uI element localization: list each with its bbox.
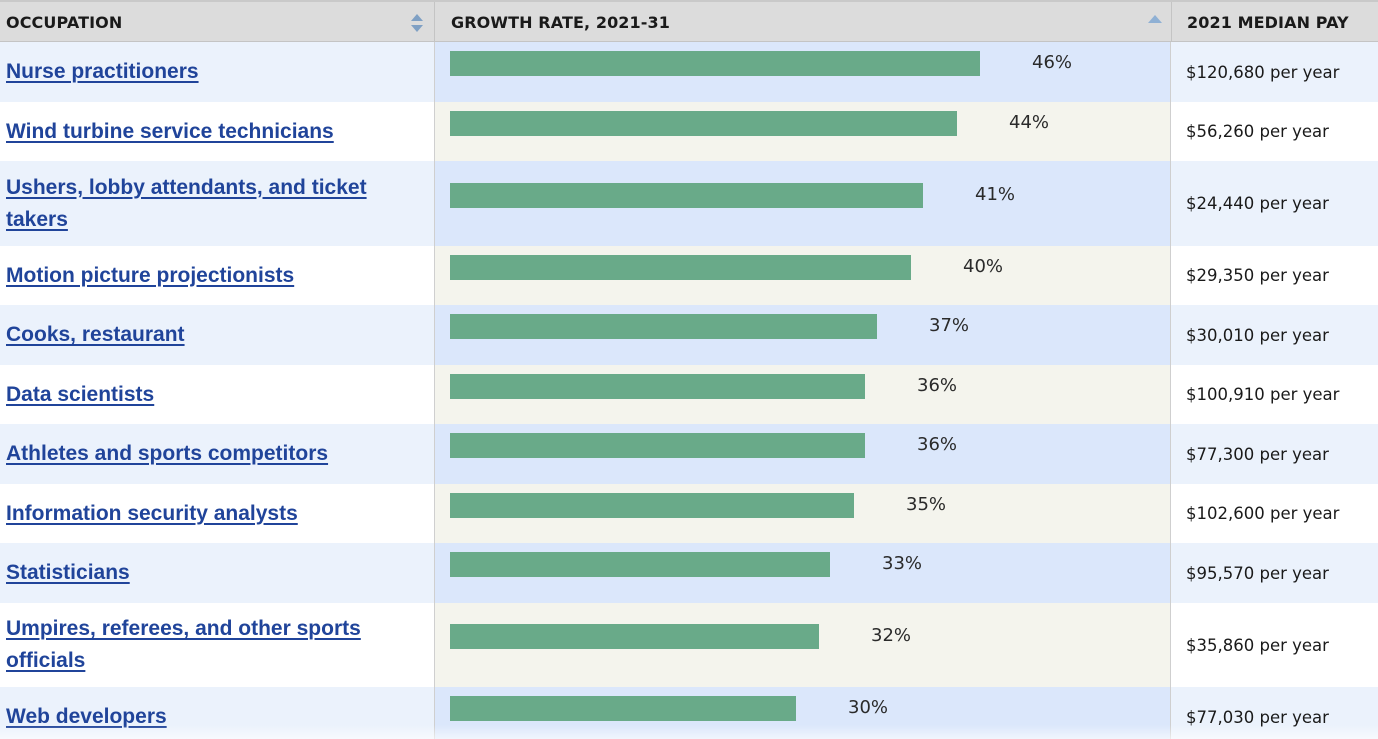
table-row: Statisticians 33% $95,570 per year — [0, 543, 1378, 603]
median-pay-cell: $77,030 per year — [1171, 687, 1378, 739]
median-pay-cell: $30,010 per year — [1171, 305, 1378, 365]
growth-rate-label: 36% — [917, 434, 958, 455]
growth-rate-label: 44% — [1009, 112, 1050, 133]
table-row: Athletes and sports competitors 36% $77,30… — [0, 424, 1378, 484]
occupation-cell: Umpires, referees, and other sports offi… — [0, 603, 434, 687]
growth-rate-label: 37% — [929, 315, 970, 336]
growth-bar — [450, 624, 819, 649]
column-header-growth-rate[interactable]: GROWTH RATE, 2021-31 — [434, 2, 1171, 42]
growth-bar — [450, 314, 877, 339]
growth-rate-label: 36% — [917, 375, 958, 396]
median-pay-cell: $120,680 per year — [1171, 42, 1378, 102]
median-pay-value: $77,300 per year — [1186, 444, 1329, 464]
median-pay-cell: $29,350 per year — [1171, 246, 1378, 305]
occupation-link[interactable]: Cooks, restaurant — [6, 323, 185, 346]
table-row: Nurse practitioners 46% $120,680 per year — [0, 42, 1378, 102]
growth-bar — [450, 51, 980, 76]
growth-rate-cell: 32% — [434, 603, 1171, 687]
table-row: Wind turbine service technicians 44% $56,2… — [0, 102, 1378, 161]
growth-rate-cell: 36% — [434, 365, 1171, 424]
occupation-link[interactable]: Web developers — [6, 705, 167, 728]
occupation-cell: Wind turbine service technicians — [0, 102, 434, 161]
growth-rate-cell: 41% — [434, 161, 1171, 246]
growth-bar — [450, 696, 796, 721]
growth-rate-cell: 40% — [434, 246, 1171, 305]
occupation-cell: Ushers, lobby attendants, and ticket tak… — [0, 161, 434, 246]
table-row: Umpires, referees, and other sports offi… — [0, 603, 1378, 687]
column-header-growth-rate-label: GROWTH RATE, 2021-31 — [451, 12, 670, 32]
occupation-cell: Web developers — [0, 687, 434, 739]
median-pay-cell: $95,570 per year — [1171, 543, 1378, 603]
median-pay-value: $35,860 per year — [1186, 635, 1329, 655]
growth-rate-cell: 36% — [434, 424, 1171, 484]
growth-bar — [450, 111, 957, 136]
growth-rate-label: 32% — [871, 625, 912, 646]
growth-rate-cell: 35% — [434, 484, 1171, 543]
median-pay-value: $102,600 per year — [1186, 504, 1340, 523]
median-pay-value: $120,680 per year — [1186, 62, 1340, 82]
median-pay-value: $29,350 per year — [1186, 266, 1329, 285]
growth-rate-label: 35% — [906, 494, 947, 515]
occupation-link[interactable]: Statisticians — [6, 561, 130, 584]
occupation-link[interactable]: Motion picture projectionists — [6, 263, 295, 287]
occupation-cell: Motion picture projectionists — [0, 246, 434, 305]
median-pay-cell: $77,300 per year — [1171, 424, 1378, 484]
growth-rate-cell: 33% — [434, 543, 1171, 603]
table-row: Information security analysts 35% $102,600… — [0, 484, 1378, 543]
occupation-cell: Cooks, restaurant — [0, 305, 434, 365]
growth-rate-cell: 37% — [434, 305, 1171, 365]
table-header: OCCUPATION GROWTH RATE, 2021-31 2021 MED… — [0, 0, 1378, 42]
growth-bar — [450, 183, 923, 208]
growth-bar — [450, 433, 865, 458]
growth-bar — [450, 552, 830, 577]
growth-rate-label: 46% — [1032, 52, 1073, 73]
growth-rate-label: 33% — [882, 553, 923, 574]
growth-bar — [450, 255, 911, 280]
growth-rate-cell: 30% — [434, 687, 1171, 739]
table-row: Web developers 30% $77,030 per year — [0, 687, 1378, 739]
occupation-link[interactable]: Information security analysts — [6, 501, 298, 525]
occupation-link[interactable]: Umpires, referees, and other sports offi… — [6, 617, 361, 672]
growth-rate-label: 41% — [975, 184, 1016, 205]
column-header-median-pay-label: 2021 MEDIAN PAY — [1187, 12, 1349, 32]
median-pay-value: $24,440 per year — [1186, 194, 1329, 213]
median-pay-value: $56,260 per year — [1186, 122, 1329, 141]
median-pay-cell: $35,860 per year — [1171, 603, 1378, 687]
occupation-cell: Nurse practitioners — [0, 42, 434, 102]
occupation-link[interactable]: Wind turbine service technicians — [6, 119, 334, 143]
median-pay-value: $100,910 per year — [1186, 385, 1340, 404]
median-pay-cell: $102,600 per year — [1171, 484, 1378, 543]
growth-bar — [450, 493, 854, 518]
table-row: Cooks, restaurant 37% $30,010 per year — [0, 305, 1378, 365]
growth-rate-label: 40% — [963, 256, 1004, 277]
median-pay-cell: $100,910 per year — [1171, 365, 1378, 424]
growth-rate-cell: 46% — [434, 42, 1171, 102]
median-pay-value: $95,570 per year — [1186, 563, 1329, 583]
occupation-cell: Data scientists — [0, 365, 434, 424]
sort-both-icon[interactable] — [409, 13, 425, 33]
growth-bar — [450, 374, 865, 399]
table-row: Motion picture projectionists 40% $29,350 … — [0, 246, 1378, 305]
table-row: Ushers, lobby attendants, and ticket tak… — [0, 161, 1378, 246]
growth-rate-cell: 44% — [434, 102, 1171, 161]
table-row: Data scientists 36% $100,910 per year — [0, 365, 1378, 424]
column-header-occupation-label: OCCUPATION — [6, 12, 123, 32]
growth-rate-label: 30% — [848, 697, 889, 718]
occupation-cell: Statisticians — [0, 543, 434, 603]
column-header-median-pay[interactable]: 2021 MEDIAN PAY — [1171, 2, 1378, 42]
occupation-link[interactable]: Nurse practitioners — [6, 60, 199, 83]
median-pay-value: $77,030 per year — [1186, 707, 1329, 727]
occupation-link[interactable]: Athletes and sports competitors — [6, 442, 329, 465]
median-pay-cell: $24,440 per year — [1171, 161, 1378, 246]
median-pay-cell: $56,260 per year — [1171, 102, 1378, 161]
occupation-cell: Athletes and sports competitors — [0, 424, 434, 484]
occupation-cell: Information security analysts — [0, 484, 434, 543]
occupation-link[interactable]: Ushers, lobby attendants, and ticket tak… — [6, 175, 367, 231]
column-header-occupation[interactable]: OCCUPATION — [0, 2, 434, 42]
median-pay-value: $30,010 per year — [1186, 325, 1329, 345]
occupation-link[interactable]: Data scientists — [6, 382, 155, 406]
sort-ascending-icon[interactable] — [1147, 14, 1163, 24]
